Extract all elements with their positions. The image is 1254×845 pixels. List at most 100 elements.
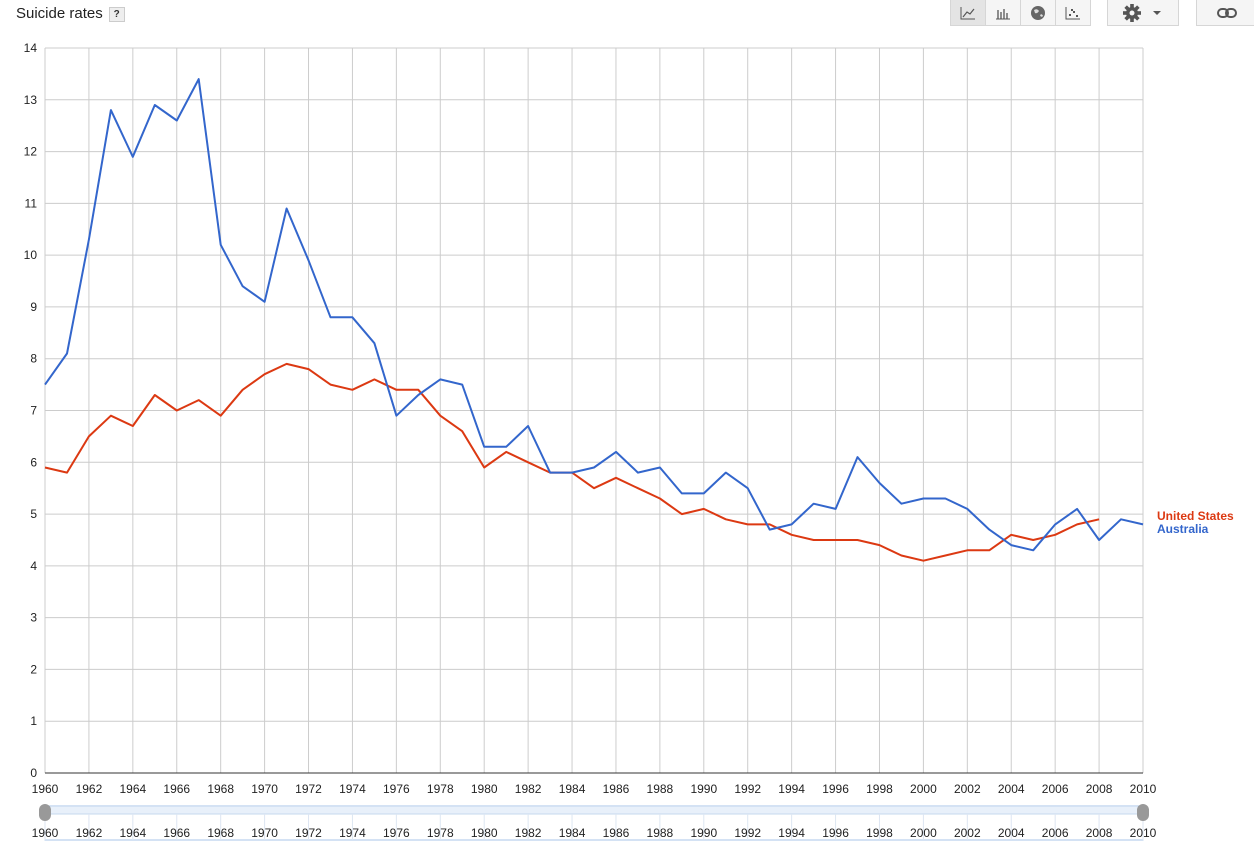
y-tick-label: 14 bbox=[24, 41, 38, 55]
data-point-australia bbox=[43, 383, 47, 387]
data-point-united-states bbox=[724, 517, 728, 521]
x-tick-label: 1988 bbox=[647, 782, 674, 796]
scatter-chart-icon bbox=[1065, 6, 1080, 19]
data-point-australia bbox=[943, 497, 947, 501]
data-point-australia bbox=[702, 491, 706, 495]
x-tick-label: 1962 bbox=[76, 782, 103, 796]
range-tick-label: 1994 bbox=[778, 826, 805, 840]
y-tick-label: 4 bbox=[30, 559, 37, 573]
data-point-australia bbox=[548, 471, 552, 475]
data-point-australia bbox=[285, 207, 289, 211]
data-point-australia bbox=[1097, 538, 1101, 542]
grid bbox=[44, 47, 1144, 774]
data-point-australia bbox=[350, 315, 354, 319]
data-point-united-states bbox=[746, 522, 750, 526]
series-label-united-states: United States bbox=[1157, 509, 1234, 523]
map-chart-button[interactable] bbox=[1020, 0, 1055, 25]
gear-icon bbox=[1123, 3, 1141, 22]
series-lines bbox=[43, 77, 1144, 562]
data-point-united-states bbox=[285, 362, 289, 366]
range-tick-label: 1996 bbox=[822, 826, 849, 840]
x-tick-label: 1998 bbox=[866, 782, 893, 796]
data-point-united-states bbox=[328, 383, 332, 387]
data-point-united-states bbox=[416, 388, 420, 392]
x-tick-label: 1968 bbox=[207, 782, 234, 796]
settings-button[interactable] bbox=[1108, 0, 1178, 25]
data-point-australia bbox=[1009, 543, 1013, 547]
data-point-australia bbox=[416, 393, 420, 397]
help-button[interactable]: ? bbox=[108, 6, 125, 22]
data-point-australia bbox=[834, 507, 838, 511]
data-point-united-states bbox=[812, 538, 816, 542]
bar-chart-button[interactable] bbox=[985, 0, 1020, 25]
range-handle-left[interactable] bbox=[39, 804, 51, 821]
data-point-united-states bbox=[372, 377, 376, 381]
data-point-united-states bbox=[702, 507, 706, 511]
data-point-australia bbox=[1053, 522, 1057, 526]
y-tick-label: 6 bbox=[30, 455, 37, 469]
data-point-australia bbox=[504, 445, 508, 449]
data-point-united-states bbox=[790, 533, 794, 537]
range-tick-label: 1960 bbox=[32, 826, 59, 840]
x-tick-label: 1984 bbox=[559, 782, 586, 796]
range-tick-label: 2000 bbox=[910, 826, 937, 840]
line-chart-icon bbox=[960, 6, 975, 19]
data-point-australia bbox=[241, 284, 245, 288]
range-selector[interactable]: 1960 1962 1964 1966 1968 1970 1972 1974 1976 1978… bbox=[32, 804, 1157, 841]
data-point-australia bbox=[1119, 517, 1123, 521]
range-tick-label: 1998 bbox=[866, 826, 893, 840]
scatter-chart-button[interactable] bbox=[1055, 0, 1090, 25]
data-point-united-states bbox=[943, 554, 947, 558]
data-point-united-states bbox=[219, 414, 223, 418]
data-point-united-states bbox=[987, 548, 991, 552]
data-point-australia bbox=[987, 528, 991, 532]
data-point-australia bbox=[131, 155, 135, 159]
data-point-australia bbox=[636, 471, 640, 475]
range-tick-label: 2008 bbox=[1086, 826, 1113, 840]
series-label-australia: Australia bbox=[1157, 522, 1209, 536]
range-tick-label: 2006 bbox=[1042, 826, 1069, 840]
y-tick-label: 13 bbox=[24, 93, 38, 107]
range-tick-label: 1968 bbox=[207, 826, 234, 840]
y-tick-label: 11 bbox=[25, 196, 38, 210]
data-point-united-states bbox=[1097, 517, 1101, 521]
data-point-australia bbox=[197, 77, 201, 81]
range-tick-label: 2002 bbox=[954, 826, 981, 840]
y-tick-label: 10 bbox=[24, 248, 38, 262]
range-tick-label: 1964 bbox=[119, 826, 146, 840]
data-point-australia bbox=[899, 502, 903, 506]
data-point-australia bbox=[614, 450, 618, 454]
link-button[interactable] bbox=[1197, 0, 1254, 25]
data-point-united-states bbox=[153, 393, 157, 397]
range-highlight bbox=[45, 807, 1143, 814]
chart-title: Suicide rates bbox=[16, 5, 103, 22]
data-point-united-states bbox=[680, 512, 684, 516]
data-point-united-states bbox=[1053, 533, 1057, 537]
x-tick-label: 2010 bbox=[1130, 782, 1157, 796]
y-tick-label: 7 bbox=[30, 404, 37, 418]
data-point-united-states bbox=[965, 548, 969, 552]
data-point-united-states bbox=[65, 471, 69, 475]
x-tick-label: 1972 bbox=[295, 782, 322, 796]
x-tick-label: 1996 bbox=[822, 782, 849, 796]
line-chart-button[interactable] bbox=[951, 0, 985, 25]
data-point-australia bbox=[746, 486, 750, 490]
x-tick-label: 2000 bbox=[910, 782, 937, 796]
data-point-australia bbox=[812, 502, 816, 506]
range-handle-right[interactable] bbox=[1137, 804, 1149, 821]
data-point-australia bbox=[658, 465, 662, 469]
x-tick-label: 1978 bbox=[427, 782, 454, 796]
data-point-united-states bbox=[636, 486, 640, 490]
range-tick-label: 1980 bbox=[471, 826, 498, 840]
range-tick-label: 1978 bbox=[427, 826, 454, 840]
data-point-united-states bbox=[504, 450, 508, 454]
data-point-australia bbox=[965, 507, 969, 511]
series-line-australia bbox=[44, 78, 1144, 552]
data-point-united-states bbox=[350, 388, 354, 392]
data-point-united-states bbox=[614, 476, 618, 480]
y-tick-label: 1 bbox=[30, 714, 37, 728]
data-point-united-states bbox=[526, 460, 530, 464]
data-point-australia bbox=[460, 383, 464, 387]
